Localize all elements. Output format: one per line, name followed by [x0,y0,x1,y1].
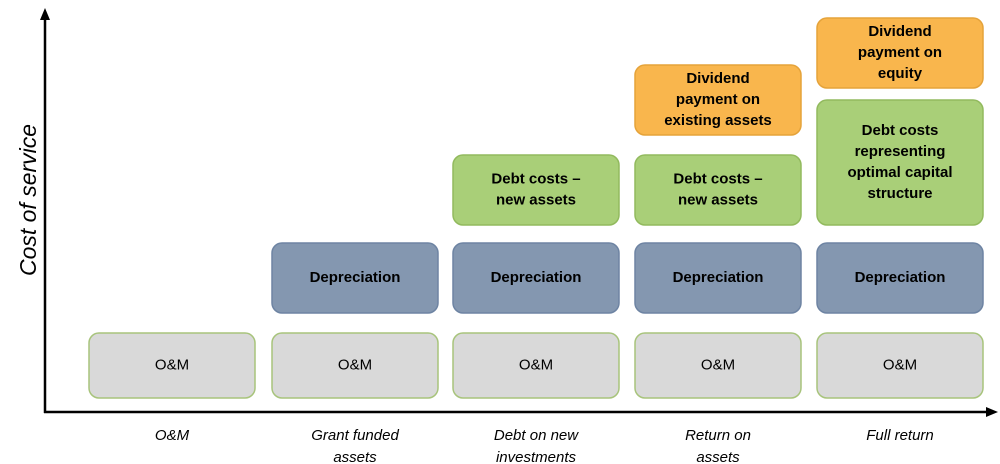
block-label: optimal capital [847,164,952,181]
cost-block [271,332,439,399]
block-label: Debt costs [862,122,939,139]
category-label: assets [333,449,377,464]
cost-block [816,17,984,89]
cost-block [816,332,984,399]
cost-block [452,154,620,226]
category-label: assets [696,449,740,464]
category-label: Debt on new [494,427,579,444]
block-label: O&M [883,356,917,373]
y-axis-arrow [40,8,50,20]
cost-block [452,242,620,314]
block-label: Debt costs – [491,170,580,187]
category-label: Full return [866,427,934,444]
cost-block [816,242,984,314]
y-axis-label: Cost of service [15,124,41,276]
block-label: new assets [678,191,758,208]
block-label: O&M [519,356,553,373]
block-label: payment on [676,91,760,108]
category-label: Return on [685,427,751,444]
block-label: structure [867,185,932,202]
block-label: O&M [155,356,189,373]
block-label: Depreciation [491,269,582,286]
block-label: Depreciation [855,269,946,286]
block-label: payment on [858,44,942,61]
block-label: Dividend [868,23,931,40]
cost-block [634,332,802,399]
x-axis-arrow [986,407,998,417]
block-label: O&M [701,356,735,373]
cost-block [634,154,802,226]
cost-block [88,332,256,399]
cost-block [634,64,802,136]
block-label: equity [878,65,923,82]
cost-block [816,99,984,226]
category-label: investments [496,449,577,464]
block-label: new assets [496,191,576,208]
block-label: representing [855,143,946,160]
block-label: Debt costs – [673,170,762,187]
cost-block [452,332,620,399]
block-label: O&M [338,356,372,373]
category-label: Grant funded [311,427,399,444]
block-label: Dividend [686,70,749,87]
block-label: Depreciation [310,269,401,286]
block-label: Depreciation [673,269,764,286]
block-label: existing assets [664,112,772,129]
cost-block [271,242,439,314]
cost-block [634,242,802,314]
category-label: O&M [155,427,190,444]
